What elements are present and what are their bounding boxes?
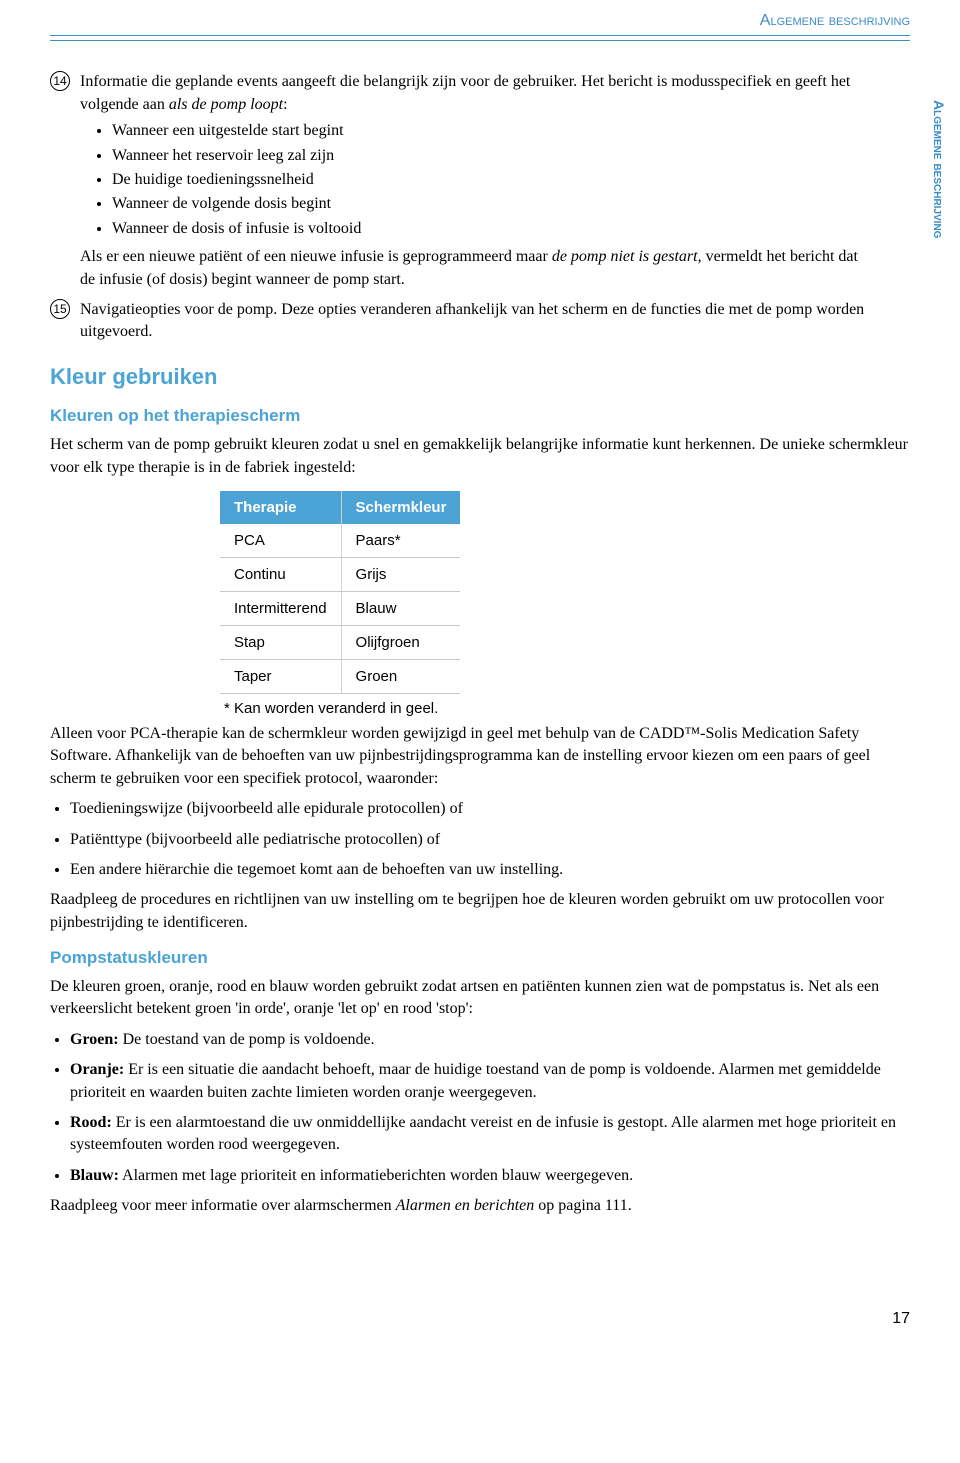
h3-pompstatuskleuren: Pompstatuskleuren xyxy=(50,946,910,970)
table-footnote: * Kan worden veranderd in geel. xyxy=(224,698,910,719)
status-label-groen: Groen: xyxy=(70,1031,119,1048)
status-item: Rood: Er is een alarmtoestand die uw onm… xyxy=(70,1112,910,1157)
kleur-p5c: op pagina 111. xyxy=(534,1197,631,1214)
kleur-p5b: Alarmen en berichten xyxy=(396,1197,535,1214)
item14-bullet: Wanneer het reservoir leeg zal zijn xyxy=(112,145,860,167)
item14-bullet: Wanneer de volgende dosis begint xyxy=(112,193,860,215)
status-text-blauw: Alarmen met lage prioriteit en informati… xyxy=(119,1167,633,1184)
sidebar-tab-label: Algemene beschrijving xyxy=(928,100,948,238)
item14-after-b: de pomp niet is gestart xyxy=(552,248,698,265)
kleur-p5a: Raadpleeg voor meer informatie over alar… xyxy=(50,1197,396,1214)
item14-intro-b: als de pomp loopt xyxy=(169,96,283,113)
table-cell: Taper xyxy=(220,660,341,694)
kleur-bullet2: Een andere hiërarchie die tegemoet komt … xyxy=(70,859,910,881)
table-cell: Groen xyxy=(341,660,460,694)
kleur-p5: Raadpleeg voor meer informatie over alar… xyxy=(50,1195,910,1217)
item-14: 14 Informatie die geplande events aangee… xyxy=(50,71,910,291)
status-item: Groen: De toestand van de pomp is voldoe… xyxy=(70,1029,910,1051)
status-label-blauw: Blauw: xyxy=(70,1167,119,1184)
table-cell: Paars* xyxy=(341,524,460,558)
item14-bullet: Wanneer de dosis of infusie is voltooid xyxy=(112,218,860,240)
kleur-bullet2: Toedieningswijze (bijvoorbeeld alle epid… xyxy=(70,798,910,820)
status-label-oranje: Oranje: xyxy=(70,1061,124,1078)
status-item: Blauw: Alarmen met lage prioriteit en in… xyxy=(70,1165,910,1187)
status-label-rood: Rood: xyxy=(70,1114,112,1131)
page-header: Algemene beschrijving xyxy=(50,0,910,41)
status-text-oranje: Er is een situatie die aandacht behoeft,… xyxy=(70,1061,881,1100)
table-cell: PCA xyxy=(220,524,341,558)
circled-number-15: 15 xyxy=(50,299,70,319)
table-head-schermkleur: Schermkleur xyxy=(341,491,460,524)
table-row: PCA Paars* xyxy=(220,524,460,558)
h2-kleur-gebruiken: Kleur gebruiken xyxy=(50,362,910,393)
kleur-bullets2: Toedieningswijze (bijvoorbeeld alle epid… xyxy=(50,798,910,881)
kleur-p4: De kleuren groen, oranje, rood en blauw … xyxy=(50,976,910,1021)
item15-text: Navigatieopties voor de pomp. Deze optie… xyxy=(80,301,864,340)
table-row: Intermitterend Blauw xyxy=(220,592,460,626)
item14-bullet: Wanneer een uitgestelde start begint xyxy=(112,120,860,142)
table-row: Continu Grijs xyxy=(220,558,460,592)
kleur-bullet2: Patiënttype (bijvoorbeeld alle pediatris… xyxy=(70,829,910,851)
page-number: 17 xyxy=(50,1308,910,1330)
item14-after-a: Als er een nieuwe patiënt of een nieuwe … xyxy=(80,248,552,265)
table-row: Stap Olijfgroen xyxy=(220,626,460,660)
table-cell: Olijfgroen xyxy=(341,626,460,660)
h3-kleuren-therapiescherm: Kleuren op het therapiescherm xyxy=(50,404,910,428)
table-cell: Intermitterend xyxy=(220,592,341,626)
item-15: 15 Navigatieopties voor de pomp. Deze op… xyxy=(50,299,910,344)
page-content: 14 Informatie die geplande events aangee… xyxy=(50,41,910,1330)
table-head-therapie: Therapie xyxy=(220,491,341,524)
table-cell: Grijs xyxy=(341,558,460,592)
table-cell: Continu xyxy=(220,558,341,592)
circled-number-14: 14 xyxy=(50,71,70,91)
kleur-p3: Raadpleeg de procedures en richtlijnen v… xyxy=(50,889,910,934)
table-cell: Blauw xyxy=(341,592,460,626)
item14-bullet: De huidige toedieningssnelheid xyxy=(112,169,860,191)
item14-bullets: Wanneer een uitgestelde start begint Wan… xyxy=(80,120,860,240)
kleur-p2: Alleen voor PCA-therapie kan de schermkl… xyxy=(50,723,910,790)
table-row: Taper Groen xyxy=(220,660,460,694)
kleur-p1: Het scherm van de pomp gebruikt kleuren … xyxy=(50,434,910,479)
status-text-groen: De toestand van de pomp is voldoende. xyxy=(119,1031,375,1048)
status-colors-list: Groen: De toestand van de pomp is voldoe… xyxy=(50,1029,910,1187)
status-text-rood: Er is een alarmtoestand die uw onmiddell… xyxy=(70,1114,896,1153)
status-item: Oranje: Er is een situatie die aandacht … xyxy=(70,1059,910,1104)
table-cell: Stap xyxy=(220,626,341,660)
therapy-color-table-wrap: Therapie Schermkleur PCA Paars* Continu … xyxy=(220,491,910,719)
therapy-color-table: Therapie Schermkleur PCA Paars* Continu … xyxy=(220,491,460,694)
header-title-text: Algemene beschrijving xyxy=(760,12,910,29)
